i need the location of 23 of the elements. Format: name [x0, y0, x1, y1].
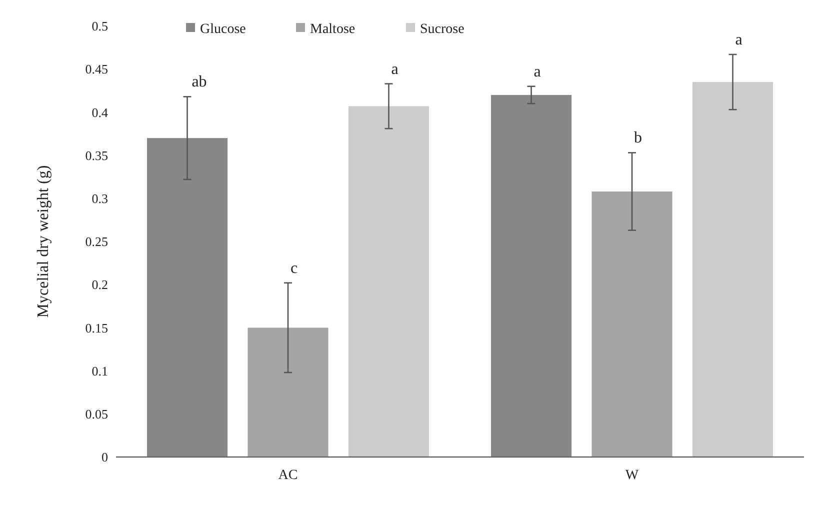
y-tick-label: 0.25	[85, 234, 108, 250]
annotation: a	[735, 31, 742, 48]
x-tick-label: W	[625, 468, 640, 483]
y-tick-label: 0.35	[85, 148, 108, 163]
y-tick-label: 0	[102, 450, 108, 465]
legend-label: Glucose	[200, 22, 246, 37]
y-tick-label: 0.5	[92, 18, 108, 34]
y-tick-label: 0.3	[92, 190, 108, 206]
y-tick-label: 0.45	[85, 62, 108, 77]
y-tick-label: 0.15	[85, 320, 108, 336]
y-tick-label: 0.4	[92, 104, 108, 120]
annotation: ab	[192, 74, 207, 91]
annotation: a	[534, 63, 541, 80]
y-tick-label: 0.2	[92, 277, 108, 292]
annotation: c	[290, 260, 298, 277]
legend-label: Sucrose	[420, 22, 464, 37]
x-tick-label: AC	[278, 468, 298, 483]
annotation: a	[391, 60, 398, 78]
annotation: b	[634, 130, 642, 147]
y-tick-label: 0.1	[92, 363, 108, 378]
y-axis-title: Mycelial dry weight (g)	[35, 165, 52, 318]
legend-label: Maltose	[310, 22, 356, 37]
y-tick-label: 0.05	[85, 406, 108, 422]
